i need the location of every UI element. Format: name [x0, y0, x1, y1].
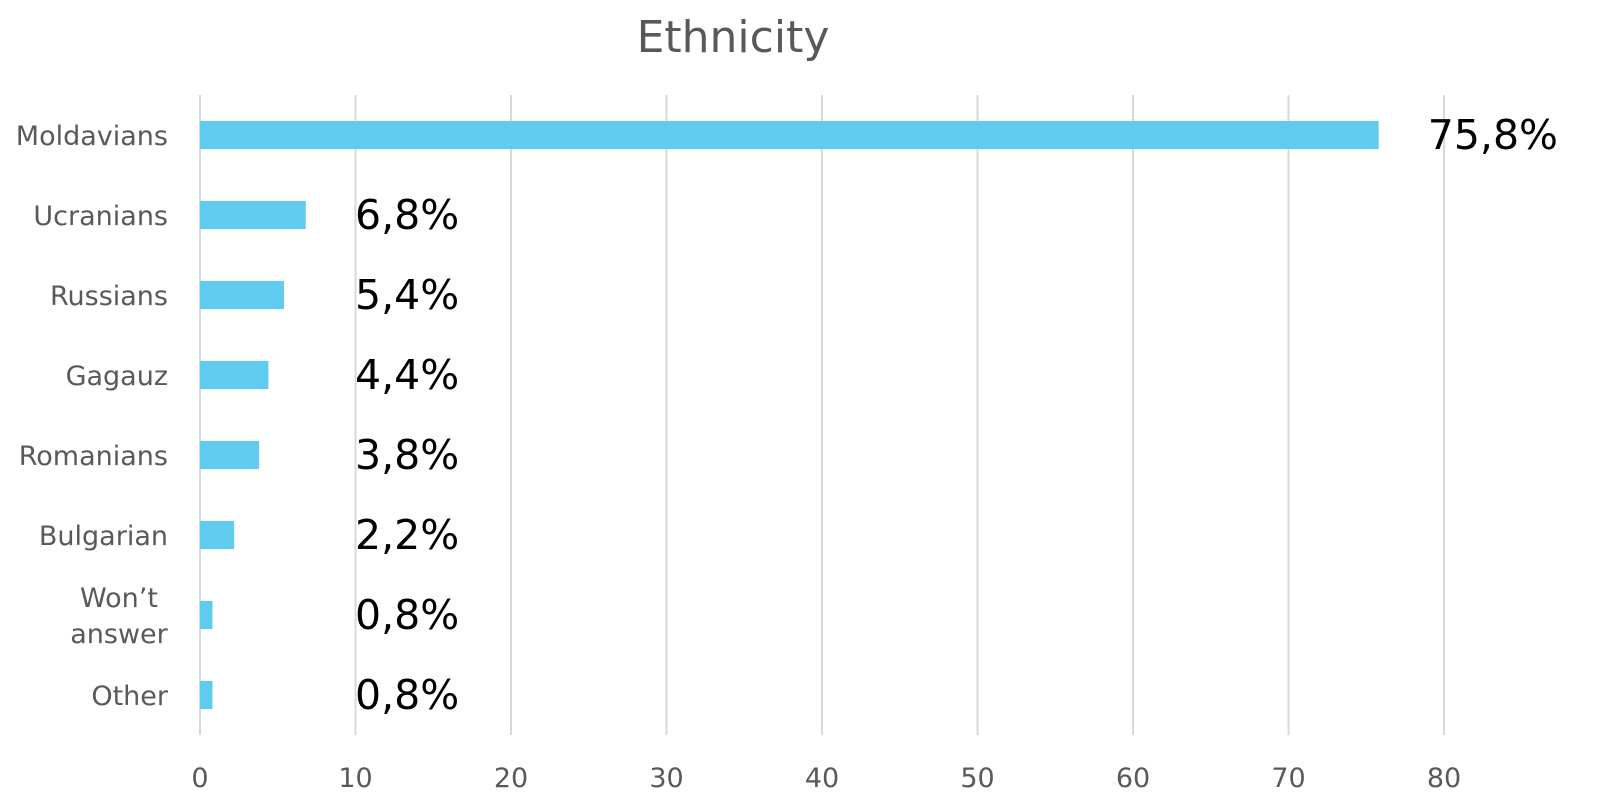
data-label: 6,8%: [355, 191, 459, 239]
bar-2: [200, 201, 306, 229]
data-labels: 75,8% 6,8% 5,4% 4,4% 3,8% 2,2% 0,8% 0,8%: [355, 111, 1558, 719]
category-label: Ucranians: [33, 201, 168, 232]
category-label-line: Moldavians: [16, 121, 168, 152]
category-label-line: Russians: [50, 281, 168, 312]
bar-8: [200, 681, 213, 709]
data-label: 2,2%: [355, 511, 459, 559]
bar-7: [200, 601, 213, 629]
x-tick-label: 0: [191, 763, 208, 794]
category-label-line: Gagauz: [66, 361, 168, 392]
x-axis-tick-labels: 0 10 20 30 40 50 60 70 80: [191, 763, 1461, 794]
x-tick-label: 70: [1271, 763, 1305, 794]
bar-5: [200, 441, 260, 469]
x-tick-label: 30: [649, 763, 683, 794]
category-label: Won’t answer: [70, 583, 168, 650]
category-label: Russians: [50, 281, 168, 312]
category-label-line: Ucranians: [33, 201, 168, 232]
x-tick-label: 80: [1427, 763, 1461, 794]
bar-6: [200, 521, 235, 549]
category-label: Bulgarian: [39, 521, 168, 552]
gridlines: [199, 95, 1445, 735]
bar-1: [200, 121, 1379, 149]
category-label-line: Romanians: [19, 441, 168, 472]
category-label-line: Bulgarian: [39, 521, 168, 552]
data-label: 75,8%: [1428, 111, 1558, 159]
data-label: 5,4%: [355, 271, 459, 319]
data-label: 4,4%: [355, 351, 459, 399]
x-tick-label: 20: [494, 763, 528, 794]
bar-4: [200, 361, 269, 389]
x-tick-label: 10: [338, 763, 372, 794]
data-label: 0,8%: [355, 591, 459, 639]
category-label: Moldavians: [16, 121, 168, 152]
x-tick-label: 40: [805, 763, 839, 794]
bar-3: [200, 281, 284, 309]
chart-title: Ethnicity: [637, 12, 830, 63]
category-label-line: Won’t: [80, 583, 158, 614]
category-label-line: answer: [70, 619, 168, 650]
category-label-line: Other: [91, 681, 169, 712]
x-tick-label: 60: [1116, 763, 1150, 794]
x-tick-label: 50: [960, 763, 994, 794]
category-label: Romanians: [19, 441, 168, 472]
category-label: Other: [91, 681, 169, 712]
category-labels: Moldavians Ucranians Russians Gagauz Romania…: [16, 121, 169, 712]
data-label: 0,8%: [355, 671, 459, 719]
data-label: 3,8%: [355, 431, 459, 479]
bars: [200, 121, 1379, 709]
category-label: Gagauz: [66, 361, 168, 392]
